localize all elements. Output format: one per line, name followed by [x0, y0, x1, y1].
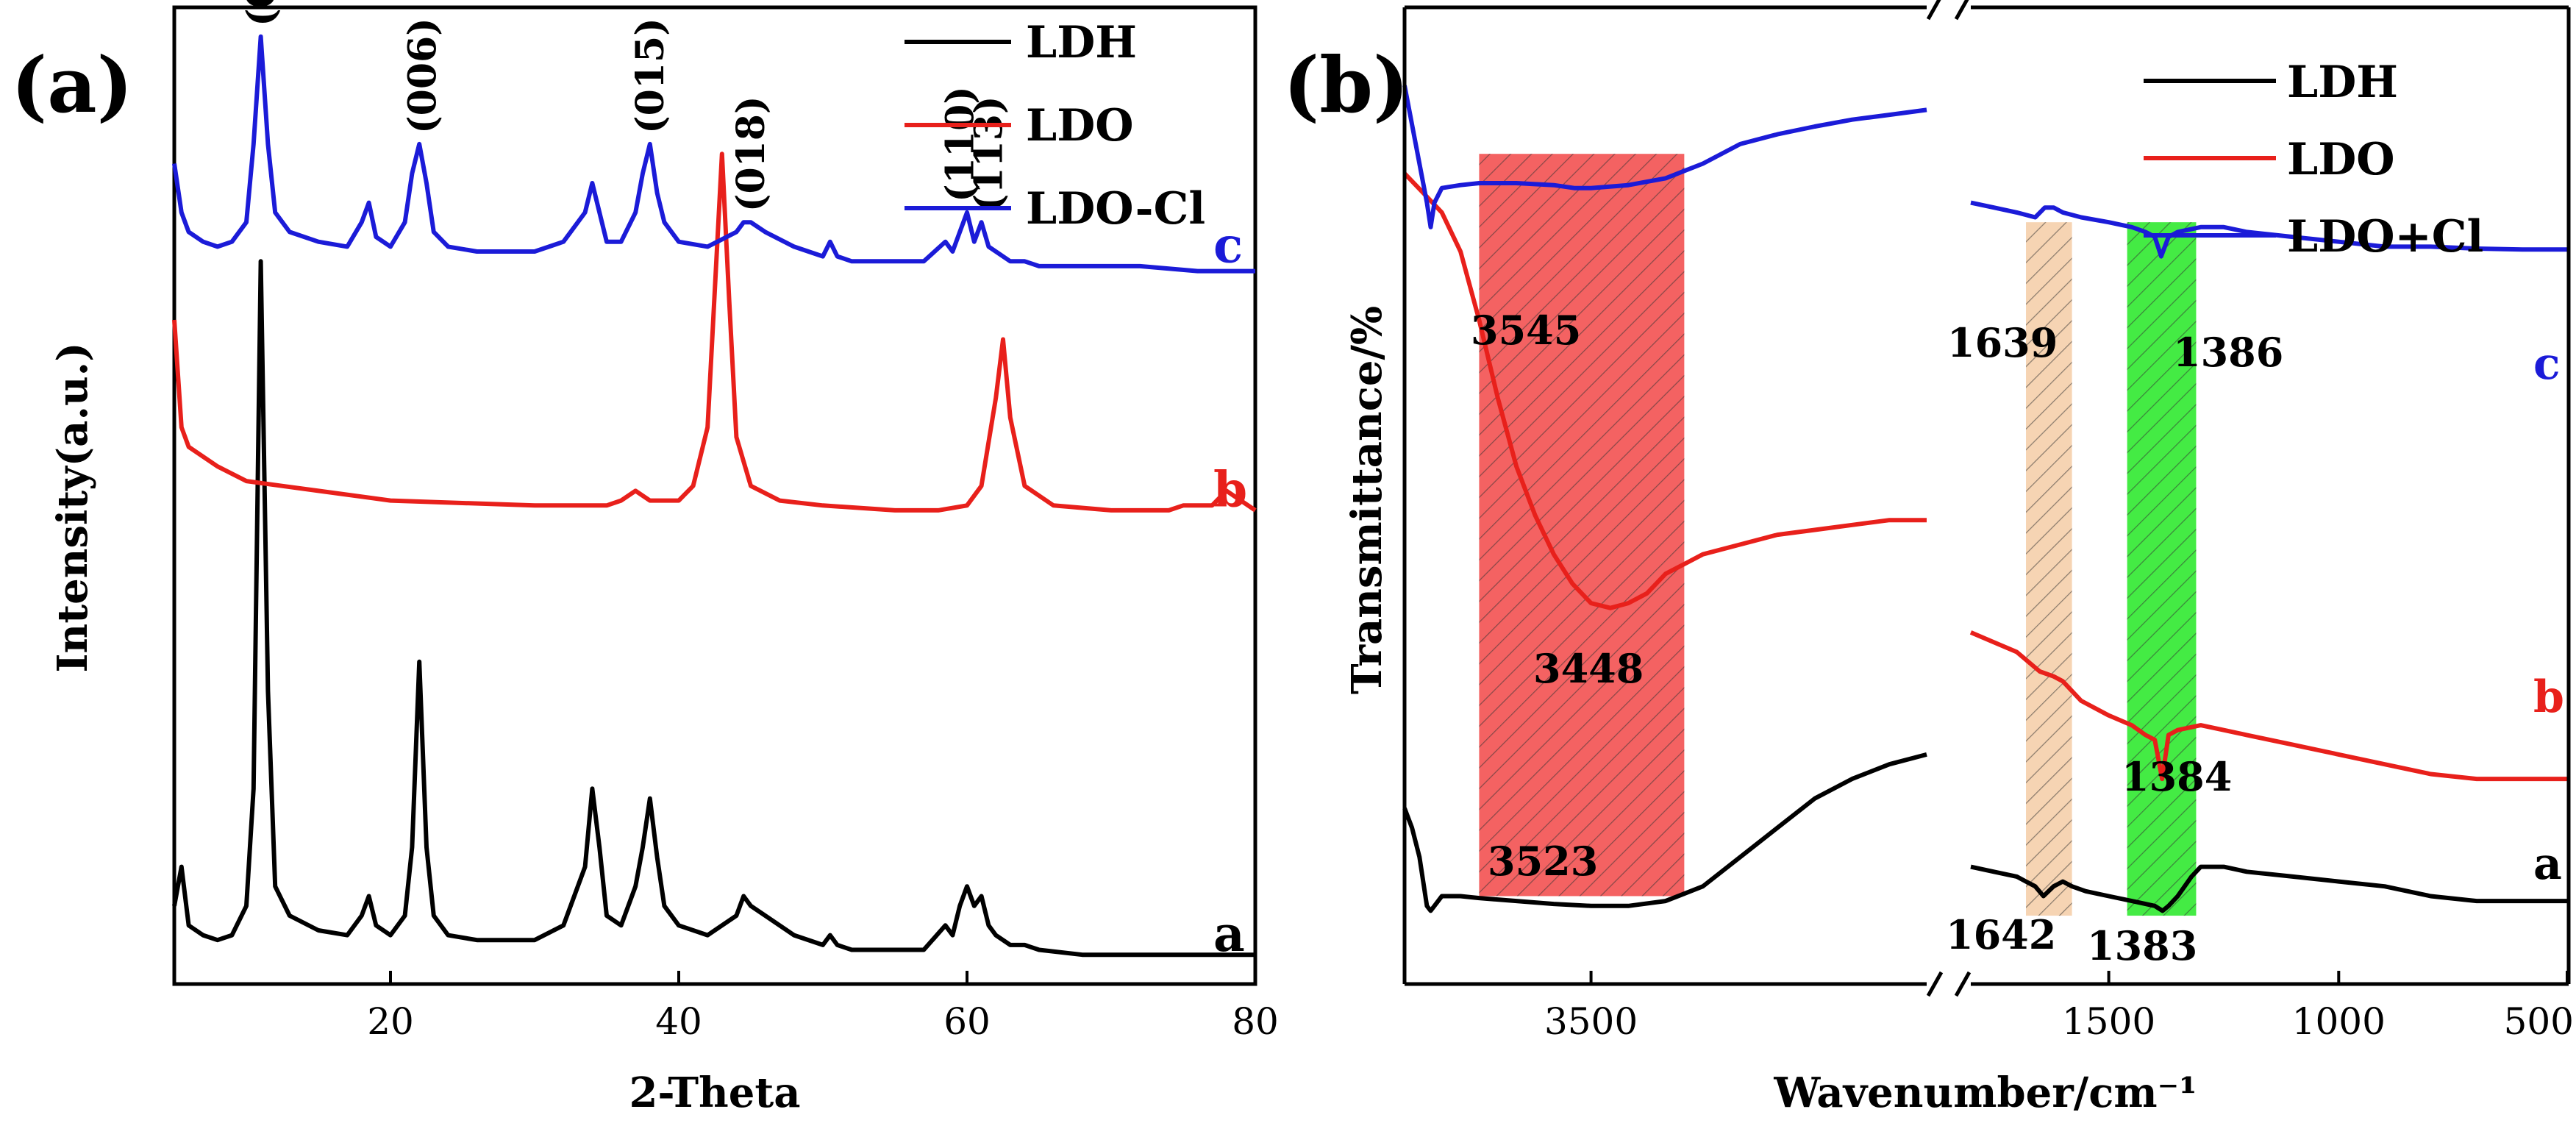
legend-a-label-ldo: LDO — [1026, 100, 1133, 152]
curve-tag-a-a: a — [1213, 905, 1245, 963]
b-x-tick-label-1000: 1000 — [2292, 1000, 2386, 1043]
peak-label-015: (015) — [628, 18, 673, 134]
b-x-tick-label-3500: 3500 — [1544, 1000, 1638, 1043]
band-hatch-3 — [2127, 222, 2197, 916]
panel-a-label: (a) — [11, 40, 133, 130]
peak-label-003: (003) — [239, 0, 284, 26]
peak-label-1386: 1386 — [2173, 329, 2283, 376]
panel-a-curve-tags: a b c — [1213, 217, 1247, 963]
curve-tag-b-b: b — [2533, 671, 2564, 723]
curve-tag-b-c: c — [2533, 338, 2561, 390]
legend-b-label-ldo-cl: LDO+Cl — [2287, 211, 2483, 263]
curve-tag-a-c: c — [1213, 217, 1243, 274]
series-line-ldo-cl-high — [1402, 85, 1927, 229]
series-line-ldh — [172, 259, 1255, 958]
series-line-ldo — [172, 152, 1257, 513]
axis-break-top-marker — [1926, 0, 1969, 21]
legend-b-label-ldo: LDO — [2287, 134, 2394, 185]
panel-b-series-group — [1402, 85, 2569, 913]
panel-b-ticks-group: 3500 1500 1000 500 — [1544, 971, 2574, 1043]
curve-tag-b-a: a — [2533, 838, 2562, 890]
peak-label-113: (113) — [967, 96, 1012, 212]
band-hatch-2 — [2026, 222, 2072, 916]
peak-label-006: (006) — [400, 18, 445, 134]
b-x-tick-label-500: 500 — [2504, 1000, 2574, 1043]
panel-b-bands — [1479, 154, 2197, 916]
panel-a-ticks-group: 20 40 60 80 — [367, 971, 1279, 1043]
panel-b-legend: LDH LDO LDO+Cl — [2144, 57, 2483, 263]
panel-a-y-axis-label: Intensity(a.u.) — [49, 342, 97, 672]
panel-a-series-group — [172, 34, 1257, 958]
peak-label-1383: 1383 — [2087, 922, 2197, 969]
panel-b-label: (b) — [1283, 40, 1409, 130]
peak-label-3448: 3448 — [1533, 645, 1644, 692]
series-line-ldo-high — [1402, 171, 1927, 610]
x-tick-label-80: 80 — [1232, 1000, 1279, 1043]
band-hatch-1 — [1479, 154, 1685, 897]
legend-a-label-ldh: LDH — [1026, 17, 1137, 68]
x-tick-label-20: 20 — [367, 1000, 414, 1043]
series-line-ldh-low — [1970, 864, 2569, 913]
panel-b-peak-labels: 3545 3448 3523 1639 1386 1384 1642 1383 — [1471, 307, 2283, 969]
legend-b-label-ldh: LDH — [2287, 57, 2398, 108]
panel-b: (b) 3500 1500 1000 500 3545 3448 3523 1639 — [1283, 0, 2574, 1117]
x-tick-label-60: 60 — [943, 1000, 991, 1043]
panel-a-plot-frame — [172, 5, 1257, 986]
series-line-ldo-cl-low — [1970, 200, 2569, 259]
panel-a-x-axis-label: 2-Theta — [629, 1069, 800, 1117]
axis-break-bottom-marker — [1926, 971, 1972, 997]
curve-tag-a-b: b — [1213, 461, 1247, 518]
b-x-tick-label-1500: 1500 — [2062, 1000, 2155, 1043]
peak-label-1642: 1642 — [1946, 911, 2056, 958]
panel-a-legend: LDH LDO LDO-Cl — [905, 17, 1205, 235]
panel-b-x-axis-label: Wavenumber/cm⁻¹ — [1773, 1069, 2197, 1117]
panel-b-curve-tags: c b a — [2533, 338, 2564, 890]
panel-a-peak-labels: (003) (006) (015) (018) (110)(113) — [239, 0, 1012, 212]
peak-label-3545: 3545 — [1471, 307, 1581, 354]
peak-label-3523: 3523 — [1488, 838, 1598, 885]
panel-b-plot-frame — [1402, 5, 2571, 986]
series-line-ldo-cl — [172, 34, 1255, 274]
panel-b-y-axis-label: Transmittance/% — [1343, 306, 1391, 694]
panel-a: (a) 20 40 60 80 (003) (006) (015) (018) (110)(1… — [11, 0, 1279, 1117]
x-tick-label-40: 40 — [655, 1000, 702, 1043]
series-line-ldo-low — [1969, 630, 2569, 782]
peak-label-1384: 1384 — [2122, 753, 2232, 800]
legend-a-label-ldo-cl: LDO-Cl — [1026, 183, 1205, 235]
series-line-ldh-high — [1402, 752, 1927, 913]
peak-label-1639: 1639 — [1947, 319, 2058, 366]
peak-label-018: (018) — [729, 96, 774, 212]
peak-label-110: (110) — [938, 86, 982, 202]
